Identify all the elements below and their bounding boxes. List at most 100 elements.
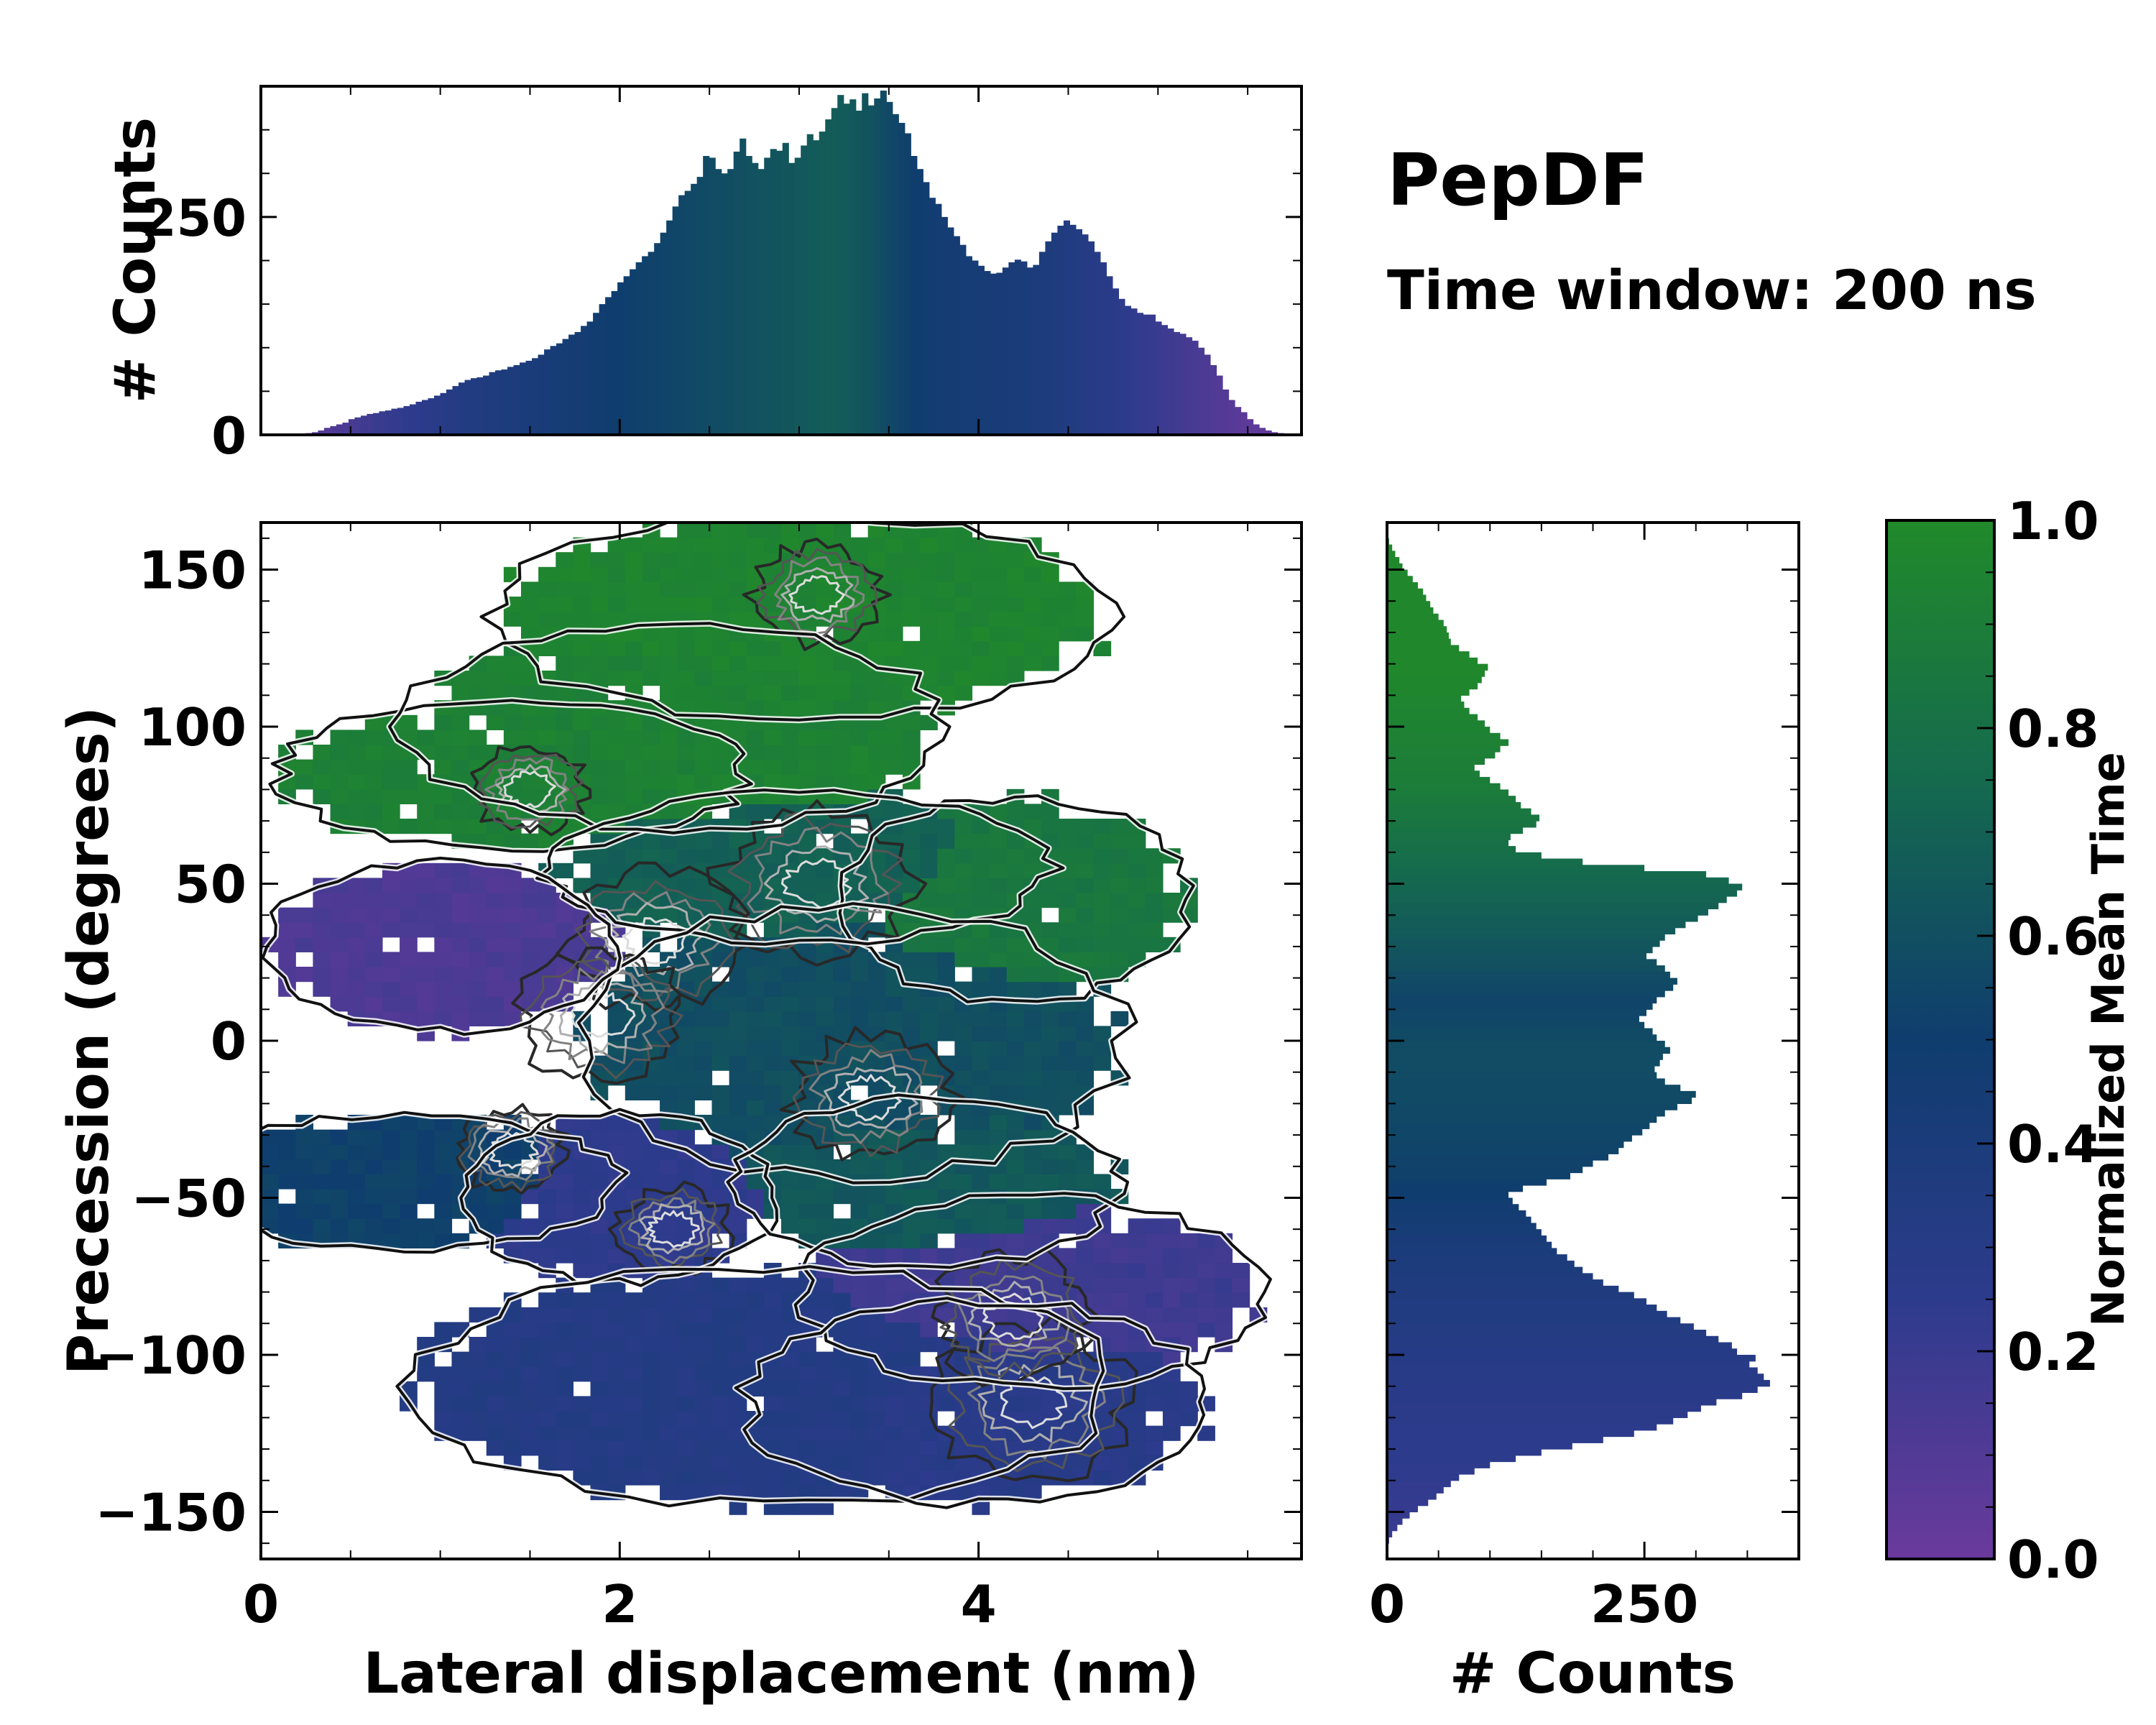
heatmap-cell: [1093, 1322, 1112, 1338]
heatmap-cell: [850, 1203, 869, 1219]
heatmap-cell: [833, 759, 852, 775]
right-histogram-bar: [1387, 1122, 1650, 1129]
heatmap-cell: [556, 1381, 573, 1397]
heatmap-cell: [816, 1218, 834, 1234]
heatmap-cell: [625, 552, 643, 568]
heatmap-cell: [590, 1159, 609, 1174]
heatmap-contour: [788, 575, 845, 615]
heatmap-cell: [920, 1455, 938, 1471]
heatmap-cell: [642, 1203, 660, 1219]
right-histogram-bar: [1387, 1016, 1639, 1023]
heatmap-cell: [1059, 1366, 1077, 1382]
heatmap-cell: [677, 552, 695, 568]
heatmap-cell: [400, 952, 418, 967]
heatmap-cell: [729, 1337, 747, 1353]
heatmap-cell: [954, 1455, 973, 1471]
heatmap-cell: [573, 1396, 591, 1412]
heatmap-cell: [347, 937, 366, 952]
heatmap-cell: [382, 1189, 400, 1205]
heatmap-cell: [417, 1174, 435, 1190]
heatmap-cell: [625, 1203, 643, 1219]
heatmap-cell: [521, 937, 539, 952]
heatmap-cell: [781, 1277, 799, 1293]
heatmap-xtick-label: 2: [602, 1574, 637, 1634]
heatmap-cell: [729, 1499, 747, 1515]
heatmap-cell: [763, 671, 782, 686]
right-histogram-bar: [1387, 1003, 1653, 1010]
heatmap-cell: [1145, 1233, 1164, 1248]
top-histogram-bar: [1118, 298, 1125, 435]
top-histogram-bar: [550, 346, 557, 435]
heatmap-cell: [989, 1070, 1008, 1086]
top-histogram-bar: [1063, 220, 1070, 435]
top-histogram-bar: [660, 232, 667, 435]
heatmap-cell: [989, 952, 1008, 967]
heatmap-cell: [660, 1366, 678, 1382]
heatmap-cell: [1145, 1396, 1164, 1412]
heatmap-cell: [972, 833, 990, 849]
heatmap-contour: [495, 763, 567, 817]
heatmap-cell: [1076, 907, 1094, 923]
heatmap-cell: [347, 1129, 366, 1145]
heatmap-cell: [677, 759, 695, 775]
heatmap-cell: [1023, 1144, 1042, 1160]
heatmap-cell: [400, 774, 418, 790]
heatmap-cell: [486, 1381, 505, 1397]
right-histogram-bar: [1387, 1147, 1619, 1154]
heatmap-cell: [503, 1366, 522, 1382]
heatmap-cell: [382, 952, 400, 967]
heatmap-cell: [798, 1411, 816, 1427]
heatmap-cell: [382, 981, 400, 997]
heatmap-cell: [746, 996, 765, 1012]
heatmap-cell: [1128, 937, 1146, 952]
heatmap-cell: [1128, 1307, 1146, 1322]
heatmap-cell: [1059, 1470, 1077, 1486]
heatmap-cell: [920, 1233, 938, 1248]
heatmap-cell: [885, 804, 903, 819]
heatmap-cell: [937, 878, 955, 893]
heatmap-cell: [521, 878, 539, 893]
heatmap-cell: [590, 862, 609, 878]
heatmap-cell: [1006, 1070, 1025, 1086]
heatmap-cell: [972, 1026, 990, 1041]
heatmap-cell: [920, 1396, 938, 1412]
heatmap-cell: [989, 626, 1008, 642]
heatmap-cell: [660, 626, 678, 642]
right-histogram-bar: [1387, 1041, 1665, 1048]
heatmap-cell: [625, 1055, 643, 1071]
heatmap-cell: [400, 981, 418, 997]
heatmap-cell: [521, 581, 539, 597]
heatmap-cell: [1006, 1115, 1025, 1131]
heatmap-cell: [607, 552, 626, 568]
heatmap-cell: [763, 804, 782, 819]
right-histogram-bar: [1387, 1046, 1670, 1054]
heatmap-cell: [642, 1174, 660, 1190]
heatmap-cell: [989, 1129, 1008, 1145]
heatmap-cell: [711, 640, 730, 656]
heatmap-cell: [902, 1425, 921, 1441]
heatmap-cell: [746, 981, 765, 997]
heatmap-cell: [902, 1351, 921, 1367]
top-histogram-bar: [336, 424, 344, 435]
top-histogram-bar: [1033, 264, 1040, 435]
heatmap-cell: [867, 1381, 886, 1397]
heatmap-cell: [694, 552, 713, 568]
heatmap-cell: [330, 967, 349, 983]
top-histogram-bar: [635, 262, 642, 435]
heatmap-contour: [575, 880, 735, 1002]
top-histogram-bar: [342, 423, 349, 435]
heatmap-cell: [382, 1233, 400, 1248]
heatmap-cell: [694, 1485, 713, 1501]
heatmap-cell: [1076, 1159, 1094, 1174]
heatmap-cell: [885, 671, 903, 686]
heatmap-cell: [469, 745, 487, 760]
heatmap-cell: [364, 1203, 383, 1219]
heatmap-cell: [1006, 878, 1025, 893]
heatmap-cell: [798, 1174, 816, 1190]
heatmap-cell: [920, 819, 938, 834]
heatmap-cell: [1093, 1233, 1112, 1248]
heatmap-cell: [902, 611, 921, 627]
heatmap-cell: [746, 1292, 765, 1308]
